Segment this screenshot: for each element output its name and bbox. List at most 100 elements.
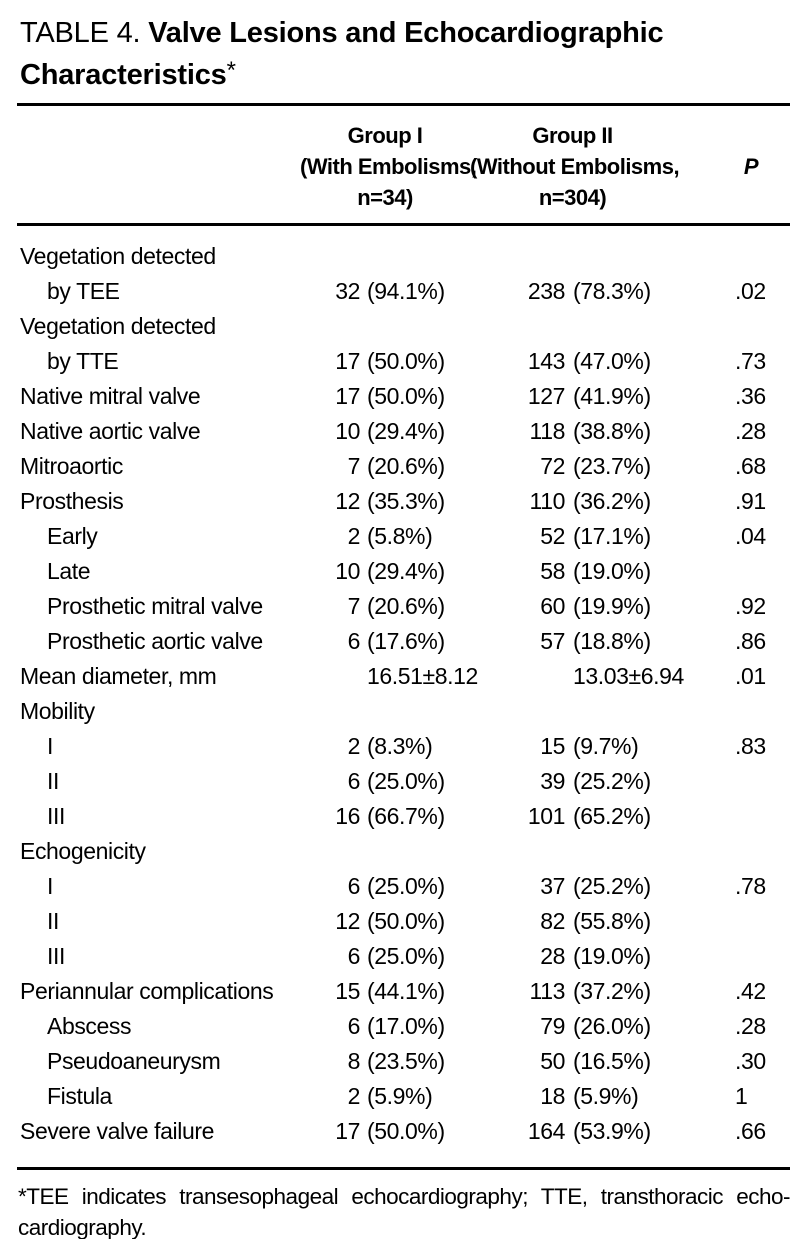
group2-percent [565,239,675,274]
group2-count: 164 [527,1118,566,1144]
table-row: II 6 (25.0%) 39 (25.2%) [0,764,810,799]
group1-count: 32 [335,278,360,304]
row-label: Severe valve failure [20,1118,214,1144]
group2-count: 72 [540,453,565,479]
header-group2-line2: (Without Embolisms, [470,154,680,179]
group2-percent [565,694,675,729]
group2-percent: (37.2%) [573,978,651,1004]
row-label: Mobility [20,698,95,724]
group2-percent: (55.8%) [573,908,651,934]
p-value: .73 [735,348,766,374]
group1-count: 6 [347,873,361,899]
group1-percent: (25.0%) [367,768,445,794]
group1-percent: (5.8%) [367,523,433,549]
group2-percent: (53.9%) [573,1118,651,1144]
table-header-row: Group I (With Embolisms, n=34) Group II … [0,106,810,223]
table-row: I 2 (8.3%) 15 (9.7%) .83 [0,729,810,764]
p-value: .68 [735,453,766,479]
table-body: Vegetation detected by TEE 32 (94.1%) 23… [0,226,810,1167]
table-row: Periannular complications 15 (44.1%) 113… [0,974,810,1009]
group1-count: 7 [347,593,361,619]
table-row: Prosthesis 12 (35.3%) 110 (36.2%) .91 [0,484,810,519]
p-value [675,834,772,869]
group2-percent: (65.2%) [573,803,651,829]
group2-percent: (17.1%) [573,523,651,549]
p-value: .91 [735,488,766,514]
group2-count [470,694,565,729]
row-label: I [47,733,53,759]
group1-percent: (29.4%) [367,418,445,444]
table-title-text: Valve Lesions and Echocardiographic Char… [20,17,664,91]
table-row: Early 2 (5.8%) 52 (17.1%) .04 [0,519,810,554]
group1-percent: (8.3%) [367,733,433,759]
group2-percent: (26.0%) [573,1013,651,1039]
p-value: .30 [735,1048,766,1074]
group2-percent: (19.0%) [573,943,651,969]
group1-percent: (5.9%) [367,1083,433,1109]
table-row: Native aortic valve 10 (29.4%) 118 (38.8… [0,414,810,449]
group1-count: 16 [335,803,360,829]
group1-count: 10 [335,418,360,444]
group1-count: 12 [335,488,360,514]
group1-percent: (50.0%) [367,348,445,374]
group1-percent: (17.6%) [367,628,445,654]
header-group2: Group II (Without Embolisms, n=304) [470,120,680,213]
group2-count: 60 [540,593,565,619]
p-value: .28 [735,1013,766,1039]
table-row: Severe valve failure 17 (50.0%) 164 (53.… [0,1114,810,1149]
group2-percent: (19.0%) [573,558,651,584]
group1-count: 17 [335,348,360,374]
group1-percent: (29.4%) [367,558,445,584]
row-label: Vegetation detected [20,243,216,269]
row-label: by TTE [47,348,119,374]
row-label: Mitroaortic [20,453,123,479]
group2-count: 18 [540,1083,565,1109]
header-group1-line1: Group I [347,123,423,148]
table-row: II 12 (50.0%) 82 (55.8%) [0,904,810,939]
group1-count: 2 [347,733,361,759]
table-title: TABLE 4. Valve Lesions and Echocardiogra… [20,14,770,94]
row-label: II [47,908,59,934]
group2-count [470,309,565,344]
group1-count [300,659,360,694]
group2-count [470,239,565,274]
group2-count: 37 [540,873,565,899]
group1-count: 6 [347,943,361,969]
group2-count: 101 [527,803,566,829]
group1-percent [360,694,470,729]
p-value [675,904,772,939]
group2-count [470,834,565,869]
group2-count: 143 [527,348,566,374]
row-label: III [47,943,65,969]
row-label: Abscess [47,1013,132,1039]
p-value: .42 [735,978,766,1004]
group2-count: 79 [540,1013,565,1039]
group2-count: 15 [540,733,565,759]
p-value: 1 [735,1083,748,1109]
header-group1-line2: (With Embolisms, [300,154,477,179]
group2-percent: (25.2%) [573,873,651,899]
group1-percent: (50.0%) [367,908,445,934]
group2-count [470,659,565,694]
p-value: .78 [735,873,766,899]
table-row: Prosthetic aortic valve 6 (17.6%) 57 (18… [0,624,810,659]
table-row: Prosthetic mitral valve 7 (20.6%) 60 (19… [0,589,810,624]
row-label: Mean diameter, mm [20,663,217,689]
group2-percent [565,309,675,344]
p-value [675,799,772,834]
table-row: Fistula 2 (5.9%) 18 (5.9%) 1 [0,1079,810,1114]
row-label: I [47,873,53,899]
p-value: .83 [735,733,766,759]
group1-percent: (17.0%) [367,1013,445,1039]
row-label: II [47,768,59,794]
group1-count: 6 [347,768,361,794]
table-row: I 6 (25.0%) 37 (25.2%) .78 [0,869,810,904]
group1-count: 17 [335,383,360,409]
group2-count: 28 [540,943,565,969]
header-label-spacer [18,120,300,213]
p-value: .04 [735,523,766,549]
group2-percent: (41.9%) [573,383,651,409]
group1-count [300,694,360,729]
group1-count: 6 [347,628,361,654]
